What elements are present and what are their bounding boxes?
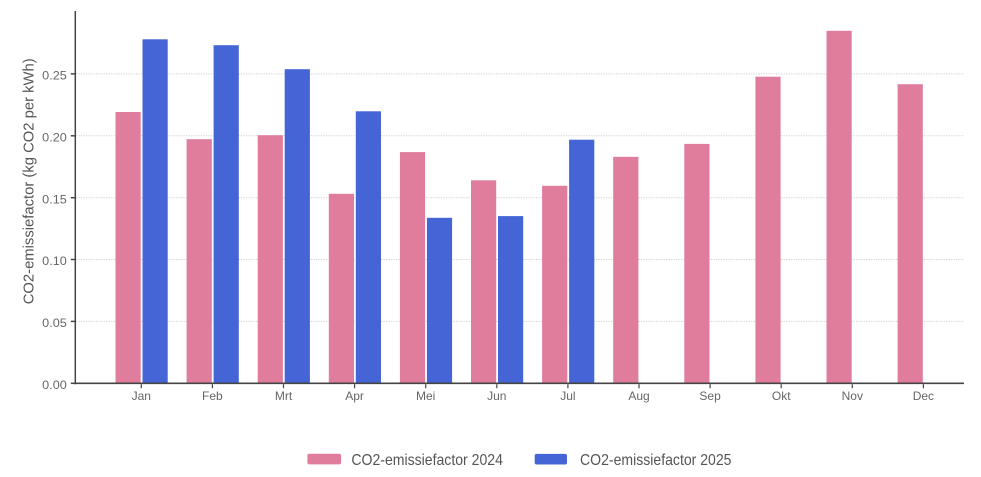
svg-text:Jan: Jan bbox=[132, 389, 151, 403]
svg-text:0.25: 0.25 bbox=[42, 71, 67, 83]
svg-text:Nov: Nov bbox=[842, 389, 863, 403]
svg-text:Okt: Okt bbox=[772, 389, 791, 403]
svg-text:0.15: 0.15 bbox=[42, 194, 67, 206]
svg-text:0.05: 0.05 bbox=[42, 318, 67, 330]
svg-text:Jul: Jul bbox=[560, 389, 575, 403]
svg-text:0.10: 0.10 bbox=[42, 256, 67, 268]
svg-text:Mrt: Mrt bbox=[275, 389, 293, 403]
svg-text:Mei: Mei bbox=[416, 389, 435, 403]
svg-text:Sep: Sep bbox=[699, 389, 721, 403]
svg-text:Jun: Jun bbox=[487, 389, 506, 403]
svg-text:Dec: Dec bbox=[913, 389, 934, 403]
svg-text:CO2-emissiefactor (kg CO2 per: CO2-emissiefactor (kg CO2 per kWh) bbox=[22, 58, 38, 304]
svg-text:0.00: 0.00 bbox=[42, 380, 67, 392]
svg-text:Feb: Feb bbox=[202, 389, 223, 403]
svg-text:CO2-emissiefactor 2024: CO2-emissiefactor 2024 bbox=[351, 452, 503, 469]
svg-text:CO2-emissiefactor 2025: CO2-emissiefactor 2025 bbox=[580, 452, 732, 469]
svg-text:Aug: Aug bbox=[628, 389, 649, 403]
svg-text:Apr: Apr bbox=[345, 389, 364, 403]
svg-text:0.20: 0.20 bbox=[42, 132, 67, 144]
